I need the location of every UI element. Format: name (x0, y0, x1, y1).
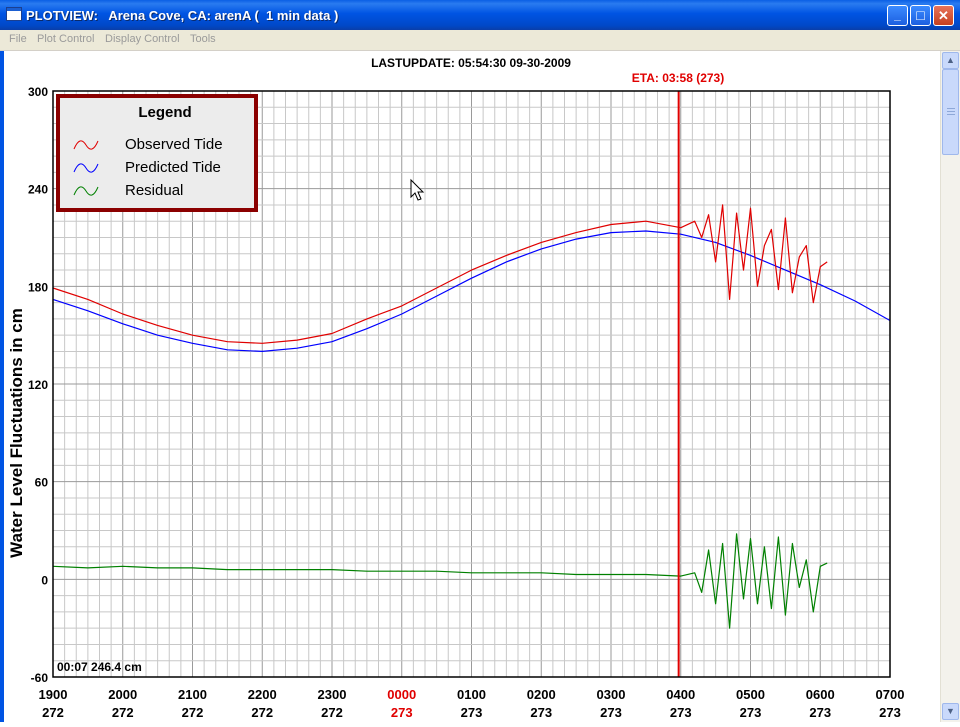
x-tick-day: 272 (112, 705, 134, 720)
maximize-button[interactable]: □ (910, 5, 931, 26)
data-series (52, 91, 891, 677)
mouse-pointer-icon (410, 178, 425, 201)
y-tick-label: 0 (41, 573, 48, 587)
legend: Legend Observed Tide Predicted Tide Resi… (56, 94, 258, 212)
close-button[interactable]: ✕ (933, 5, 954, 26)
x-tick-time: 2200 (248, 687, 277, 702)
x-tick-day: 273 (600, 705, 622, 720)
y-tick-label: 120 (28, 378, 48, 392)
chevron-up-icon: ▲ (946, 55, 955, 65)
x-tick-day: 272 (251, 705, 273, 720)
close-icon: ✕ (938, 8, 949, 23)
menu-plot-control[interactable]: Plot Control (37, 33, 95, 45)
x-tick-day: 273 (809, 705, 831, 720)
x-tick-time: 2000 (108, 687, 137, 702)
window-title: PLOTVIEW: Arena Cove, CA: arenA ( 1 min … (26, 8, 339, 23)
menu-file[interactable]: File (9, 33, 27, 45)
x-tick-day: 272 (42, 705, 64, 720)
x-tick-time: 2300 (318, 687, 347, 702)
x-tick-time: 0200 (527, 687, 556, 702)
chevron-down-icon: ▼ (946, 706, 955, 716)
scroll-down-button[interactable]: ▼ (942, 703, 959, 720)
legend-residual-swatch (73, 186, 99, 196)
x-tick-time: 2100 (178, 687, 207, 702)
x-tick-time: 0600 (806, 687, 835, 702)
cursor-readout: 00:07 246.4 cm (57, 660, 142, 674)
eta-text: ETA: 03:58 (273) (632, 71, 724, 85)
vertical-scrollbar[interactable]: ▲ ▼ (940, 51, 960, 722)
x-tick-time: 0700 (876, 687, 905, 702)
x-tick-day: 273 (391, 705, 413, 720)
x-tick-time: 0100 (457, 687, 486, 702)
last-update-text: LASTUPDATE: 05:54:30 09-30-2009 (371, 56, 571, 70)
tide-chart: LASTUPDATE: 05:54:30 09-30-2009 ETA: 03:… (7, 56, 904, 720)
x-tick-time: 0500 (736, 687, 765, 702)
x-tick-day: 273 (879, 705, 901, 720)
x-tick-day: 273 (461, 705, 483, 720)
y-tick-label: -60 (31, 671, 49, 685)
x-tick-day: 273 (670, 705, 692, 720)
menu-tools[interactable]: Tools (190, 33, 216, 45)
app-icon (6, 7, 22, 21)
y-tick-label: 60 (35, 476, 49, 490)
scroll-up-button[interactable]: ▲ (942, 52, 959, 69)
maximize-icon: □ (916, 7, 925, 23)
plot-client-area: LASTUPDATE: 05:54:30 09-30-2009 ETA: 03:… (0, 51, 940, 722)
x-tick-time: 0300 (597, 687, 626, 702)
y-tick-label: 240 (28, 183, 48, 197)
legend-predicted-label: Predicted Tide (125, 159, 221, 176)
minimize-icon: _ (894, 8, 901, 22)
x-tick-time: 0400 (666, 687, 695, 702)
legend-box (56, 94, 258, 212)
legend-observed-swatch (73, 140, 99, 150)
x-tick-day: 273 (740, 705, 762, 720)
x-tick-day: 272 (321, 705, 343, 720)
y-axis-label: Water Level Fluctuations in cm (7, 308, 26, 558)
x-tick-time: 1900 (39, 687, 68, 702)
legend-observed-label: Observed Tide (125, 136, 223, 153)
x-tick-time: 0000 (387, 687, 416, 702)
observed-tide-line (52, 204, 828, 344)
predicted-tide-line (52, 230, 891, 352)
legend-residual-label: Residual (125, 182, 183, 199)
residual-line (52, 533, 828, 629)
minimize-button[interactable]: _ (887, 5, 908, 26)
legend-title: Legend (138, 104, 191, 121)
title-bar: PLOTVIEW: Arena Cove, CA: arenA ( 1 min … (0, 0, 960, 30)
scroll-thumb[interactable] (942, 69, 959, 155)
x-tick-day: 272 (182, 705, 204, 720)
plot-frame (52, 90, 891, 678)
x-tick-day: 273 (530, 705, 552, 720)
menu-display-control[interactable]: Display Control (105, 33, 180, 45)
y-tick-label: 300 (28, 85, 48, 99)
y-tick-label: 180 (28, 280, 48, 294)
menu-bar: File Plot Control Display Control Tools (0, 30, 960, 51)
legend-predicted-swatch (73, 163, 99, 173)
axis-ticks: 300 240 180 120 60 0 -60 1900 272 2000 272 2100 272 2… (28, 85, 904, 720)
